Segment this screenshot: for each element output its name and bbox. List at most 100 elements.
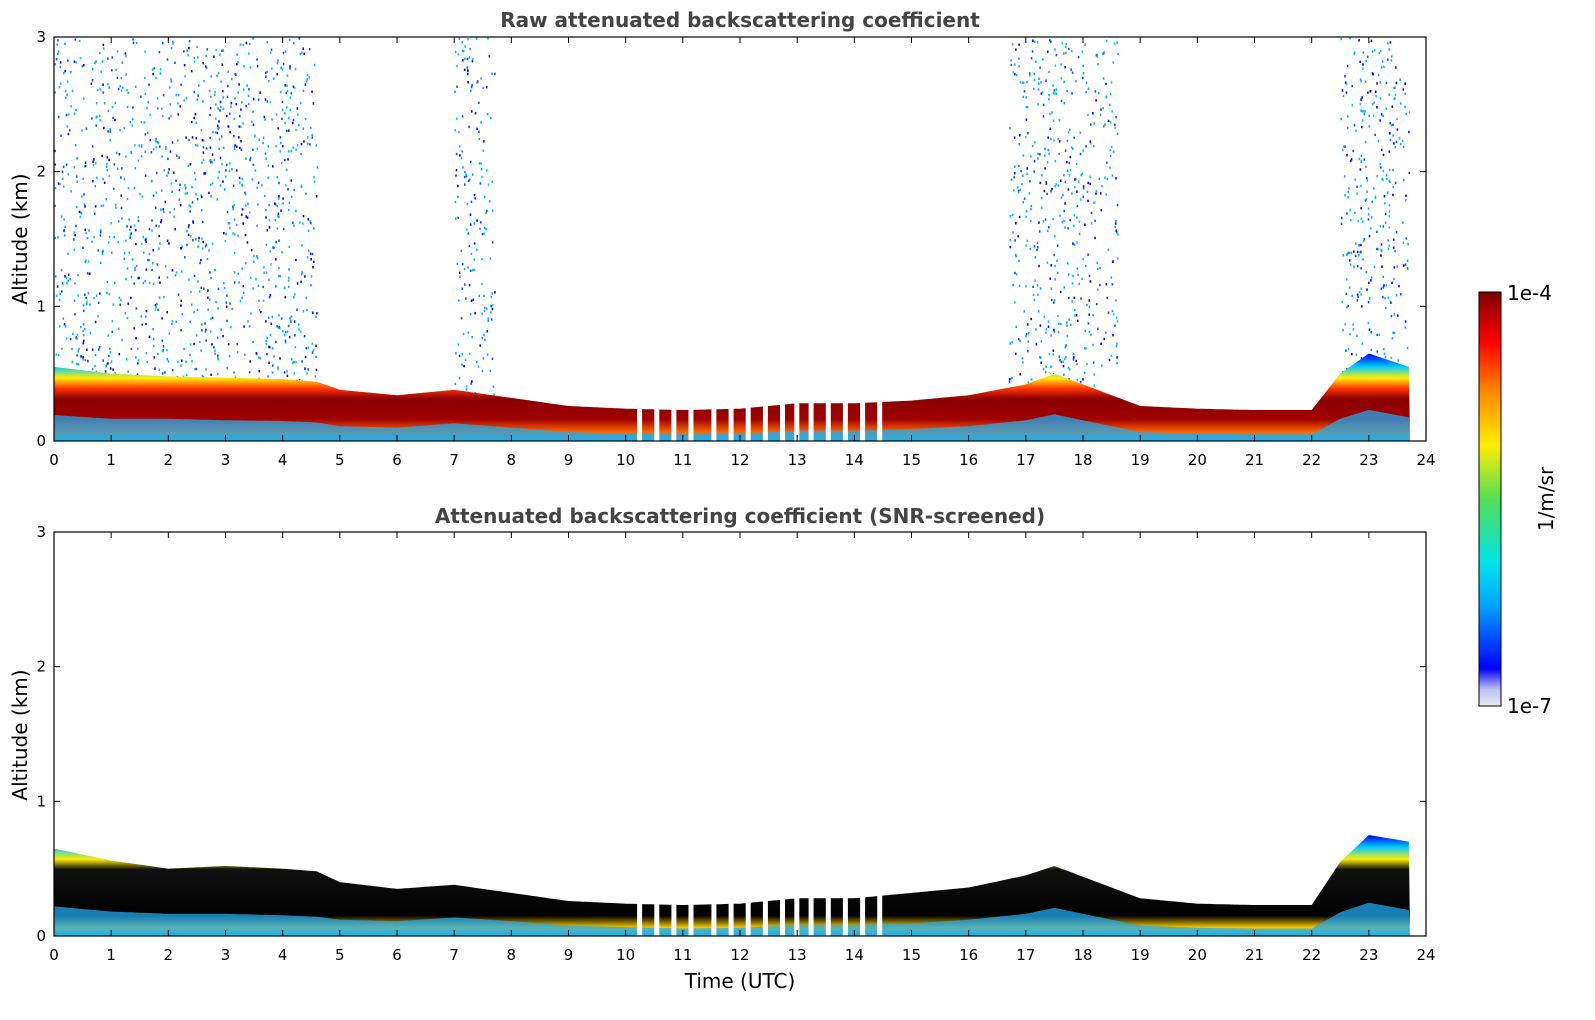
x-tick-label: 10 [616, 451, 635, 469]
data-gap [762, 895, 768, 936]
data-gap [877, 400, 883, 441]
x-tick-label: 9 [564, 451, 574, 469]
x-tick-label: 21 [1245, 946, 1264, 964]
data-gap [860, 400, 866, 441]
x-tick-label: 5 [335, 451, 345, 469]
surface-layer [54, 409, 1410, 441]
x-tick-label: 4 [278, 451, 288, 469]
data-gap [794, 895, 800, 936]
data-gap [637, 400, 643, 441]
data-gap [654, 400, 660, 441]
x-tick-label: 18 [1073, 451, 1092, 469]
data-gap [711, 400, 717, 441]
snr-screened-panel: Attenuated backscattering coefficient (S… [8, 504, 1436, 993]
boundary-layer-band [54, 835, 1410, 936]
x-tick-label: 15 [902, 451, 921, 469]
x-tick-label: 5 [335, 946, 345, 964]
x-tick-label: 17 [1016, 946, 1035, 964]
colorbar-max-label: 1e-4 [1507, 281, 1552, 305]
data-gap [654, 895, 660, 936]
no-data-region [1409, 532, 1426, 936]
y-tick-label: 2 [36, 658, 46, 676]
colorbar-gradient [1478, 291, 1502, 707]
panel-title: Raw attenuated backscattering coefficien… [500, 8, 980, 32]
data-gap [745, 895, 751, 936]
data-gap [794, 400, 800, 441]
data-gap [671, 400, 677, 441]
x-tick-label: 22 [1302, 946, 1321, 964]
y-tick-label: 0 [36, 432, 46, 450]
data-gap [842, 895, 848, 936]
x-tick-label: 13 [788, 946, 807, 964]
data-gap [780, 895, 785, 936]
y-axis-ticks: 0 1 2 3 [36, 28, 1426, 450]
no-data-region [1409, 37, 1426, 441]
data-gap [860, 895, 866, 936]
data-gap [825, 400, 831, 441]
x-axis-ticks: 0 1 2 3 4 5 6 7 8 9 10 11 12 13 14 15 16 17 18 19 20 21 22 23 24 [49, 37, 1436, 469]
data-gap [637, 895, 643, 936]
panel-title: Attenuated backscattering coefficient (S… [435, 504, 1045, 528]
x-tick-label: 8 [507, 946, 517, 964]
data-gap [728, 400, 734, 441]
y-tick-label: 1 [36, 792, 46, 810]
x-tick-label: 22 [1302, 451, 1321, 469]
x-tick-label: 2 [164, 946, 174, 964]
x-tick-label: 3 [221, 946, 231, 964]
x-tick-label: 23 [1359, 946, 1378, 964]
x-tick-label: 4 [278, 946, 288, 964]
y-tick-label: 0 [36, 927, 46, 945]
heatmap-area [54, 37, 1426, 441]
x-tick-label: 0 [49, 946, 59, 964]
raw-backscatter-panel: Raw attenuated backscattering coefficien… [8, 8, 1436, 469]
data-gap [808, 895, 814, 936]
y-axis-ticks: 0 1 2 3 [36, 523, 1426, 945]
x-tick-label: 6 [392, 946, 402, 964]
x-tick-label: 17 [1016, 451, 1035, 469]
surface-layer [54, 902, 1410, 936]
data-gap [780, 400, 785, 441]
x-tick-label: 16 [959, 451, 978, 469]
x-tick-label: 12 [730, 451, 749, 469]
x-tick-label: 2 [164, 451, 174, 469]
data-gap [671, 895, 677, 936]
x-tick-label: 14 [845, 451, 864, 469]
x-axis-label: Time (UTC) [684, 969, 796, 993]
x-axis-ticks: 0 1 2 3 4 5 6 7 8 9 10 11 12 13 14 15 16 17 18 19 20 21 22 23 24 [49, 532, 1436, 964]
x-tick-label: 3 [221, 451, 231, 469]
data-gap [762, 400, 768, 441]
x-tick-label: 12 [730, 946, 749, 964]
data-gap [711, 895, 717, 936]
y-tick-label: 2 [36, 163, 46, 181]
x-tick-label: 21 [1245, 451, 1264, 469]
noise-speckle [54, 37, 1411, 396]
x-tick-label: 1 [106, 946, 116, 964]
data-gap [825, 895, 831, 936]
x-tick-label: 11 [673, 946, 692, 964]
x-tick-label: 13 [788, 451, 807, 469]
data-gap [745, 400, 751, 441]
x-tick-label: 11 [673, 451, 692, 469]
y-tick-label: 3 [36, 523, 46, 541]
y-tick-label: 3 [36, 28, 46, 46]
data-gap [877, 895, 883, 936]
y-tick-label: 1 [36, 297, 46, 315]
data-gap [688, 400, 694, 441]
colorbar-unit-label: 1/m/sr [1534, 466, 1558, 531]
colorbar: 1e-4 1e-7 1/m/sr [1478, 281, 1558, 718]
data-gap [842, 400, 848, 441]
x-tick-label: 18 [1073, 946, 1092, 964]
colorbar-min-label: 1e-7 [1507, 694, 1552, 718]
x-tick-label: 20 [1188, 451, 1207, 469]
x-tick-label: 8 [507, 451, 517, 469]
x-tick-label: 6 [392, 451, 402, 469]
x-tick-label: 15 [902, 946, 921, 964]
heatmap-area [54, 532, 1426, 936]
x-tick-label: 24 [1416, 451, 1435, 469]
x-tick-label: 9 [564, 946, 574, 964]
data-gap [728, 895, 734, 936]
x-tick-label: 7 [449, 451, 459, 469]
x-tick-label: 10 [616, 946, 635, 964]
x-tick-label: 16 [959, 946, 978, 964]
